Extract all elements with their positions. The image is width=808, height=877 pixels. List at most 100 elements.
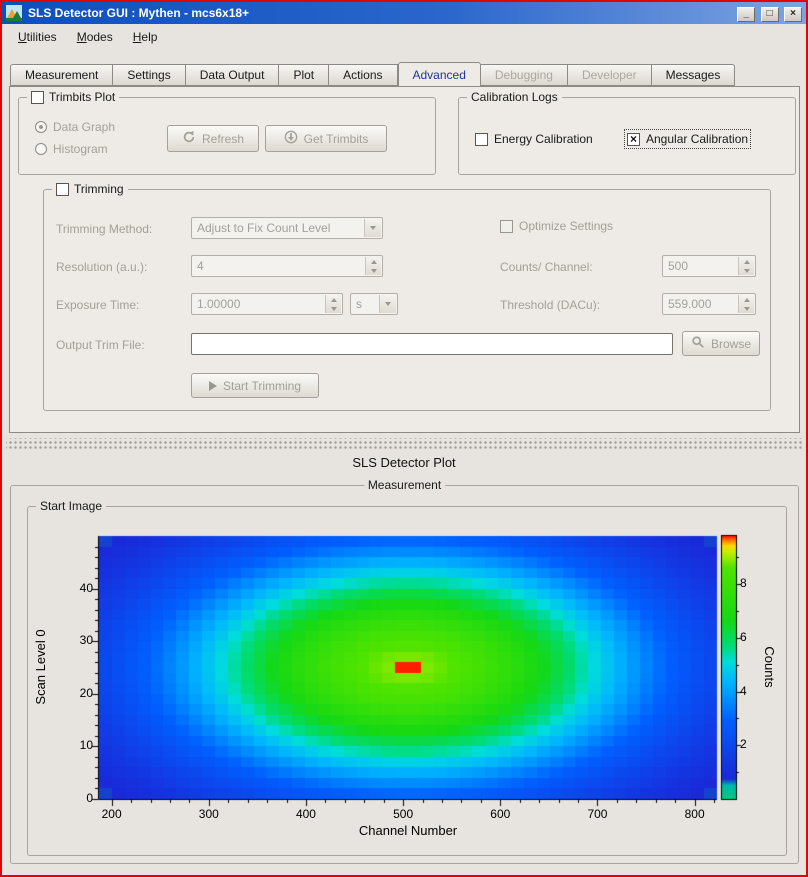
splitter-handle[interactable] [6, 438, 802, 450]
histogram-radio [35, 143, 47, 155]
x-tick-label: 800 [684, 807, 705, 821]
trimming-group: Trimming Trimming Method: Adjust to Fix … [43, 181, 771, 411]
tab-data-output[interactable]: Data Output [185, 64, 280, 86]
maximize-button[interactable]: □ [760, 6, 779, 22]
menu-utilities[interactable]: Utilities [18, 30, 57, 44]
trimbits-plot-title: Trimbits Plot [49, 90, 116, 104]
calibration-logs-title: Calibration Logs [471, 90, 558, 104]
optimize-settings-option: Optimize Settings [500, 219, 613, 233]
energy-calibration-option[interactable]: Energy Calibration [475, 132, 593, 146]
trimming-method-select: Adjust to Fix Count Level [191, 217, 383, 239]
trimbits-plot-checkbox[interactable] [31, 90, 44, 104]
tab-advanced[interactable]: Advanced [397, 62, 481, 87]
y-tick-label: 10 [79, 738, 93, 753]
x-tick-label: 700 [587, 807, 608, 821]
tab-measurement[interactable]: Measurement [10, 64, 114, 86]
y-tick-label: 20 [79, 685, 93, 700]
colorbar-tick-label: 4 [740, 683, 747, 698]
trimming-method-label: Trimming Method: [56, 222, 153, 236]
window-controls: _ □ × [735, 5, 802, 22]
start-image-title: Start Image [36, 498, 107, 514]
close-button[interactable]: × [784, 6, 802, 22]
tab-actions[interactable]: Actions [329, 64, 398, 86]
colorbar-tick-label: 2 [740, 737, 747, 752]
angular-calibration-checkbox[interactable]: × [627, 131, 640, 146]
x-tick-label: 400 [295, 807, 316, 821]
measurement-group-title: Measurement [363, 477, 446, 493]
titlebar: SLS Detector GUI : Mythen - mcs6x18+ _ □… [2, 2, 806, 24]
dropdown-arrow-icon [364, 219, 381, 237]
play-icon [208, 380, 217, 391]
heatmap-canvas[interactable] [68, 519, 768, 839]
tab-settings[interactable]: Settings [113, 64, 186, 86]
y-tick-label: 30 [79, 633, 93, 648]
browse-label: Browse [710, 336, 751, 351]
optimize-settings-label: Optimize Settings [519, 219, 614, 233]
spinner-arrows-icon [325, 295, 341, 313]
refresh-button: Refresh [167, 125, 259, 152]
exposure-time-spinbox: 1.00000 [191, 293, 343, 315]
resolution-value: 4 [197, 259, 204, 273]
energy-calibration-checkbox[interactable] [475, 132, 488, 146]
energy-calibration-label: Energy Calibration [494, 132, 593, 146]
menu-modes[interactable]: Modes [76, 30, 113, 44]
exposure-time-label: Exposure Time: [56, 298, 140, 312]
histogram-label: Histogram [53, 142, 108, 156]
calibration-logs-group: Calibration Logs Energy Calibration × An… [458, 89, 796, 175]
colorbar-tick-label: 8 [740, 576, 747, 591]
exposure-unit-value: s [356, 297, 362, 311]
counts-per-channel-label: Counts/ Channel: [500, 260, 593, 274]
output-trim-file-input[interactable] [191, 333, 673, 355]
magnifier-icon [691, 335, 705, 352]
start-trimming-button: Start Trimming [191, 373, 319, 398]
exposure-unit-select: s [350, 293, 398, 315]
tab-plot[interactable]: Plot [279, 64, 330, 86]
heatmap-plot[interactable]: 200 300 400 500 600 700 800 0 10 20 30 40 2 4 6 8 Chann… [28, 515, 786, 853]
output-trim-file-label: Output Trim File: [56, 338, 145, 352]
refresh-label: Refresh [201, 131, 245, 146]
trimming-method-value: Adjust to Fix Count Level [197, 221, 331, 235]
minimize-button[interactable]: _ [737, 6, 756, 22]
x-tick-label: 600 [490, 807, 511, 821]
checkbox-x-mark-icon: × [629, 131, 637, 146]
measurement-plot-group: Measurement Start Image 200 300 400 500 600 7… [10, 477, 799, 864]
tab-bar: Measurement Settings Data Output Plot Action… [10, 62, 736, 87]
x-axis-label: Channel Number [358, 823, 458, 838]
threshold-spinbox: 559.000 [662, 293, 756, 315]
plot-dock-title: SLS Detector Plot [352, 455, 456, 470]
y-tick-label: 40 [79, 580, 93, 595]
start-image-group: Start Image 200 300 400 500 600 700 800 0 10 20 30… [27, 498, 787, 856]
counts-per-channel-spinbox: 500 [662, 255, 756, 277]
spinner-arrows-icon [365, 257, 381, 275]
angular-calibration-label: Angular Calibration [646, 132, 749, 146]
get-trimbits-button: Get Trimbits [265, 125, 387, 152]
download-circle-icon [284, 130, 298, 147]
spinner-arrows-icon [738, 257, 754, 275]
trimbits-plot-group: Trimbits Plot Data Graph Histogram Refre… [18, 89, 436, 175]
get-trimbits-label: Get Trimbits [303, 131, 369, 146]
counts-per-channel-value: 500 [668, 259, 689, 273]
trimming-title: Trimming [74, 182, 124, 196]
histogram-option: Histogram [35, 142, 108, 156]
y-axis-label: Scan Level 0 [33, 629, 48, 705]
optimize-settings-checkbox [500, 219, 513, 233]
x-tick-label: 200 [101, 807, 122, 821]
trimming-checkbox[interactable] [56, 182, 69, 196]
y-tick-label: 0 [86, 791, 93, 805]
menu-help[interactable]: Help [132, 30, 158, 44]
data-graph-label: Data Graph [53, 120, 116, 134]
tab-developer: Developer [567, 64, 652, 86]
refresh-icon [182, 130, 196, 147]
x-tick-label: 500 [393, 807, 414, 821]
dropdown-arrow-icon [379, 295, 396, 313]
advanced-tab-panel: Trimbits Plot Data Graph Histogram Refre… [9, 86, 800, 433]
window-title: SLS Detector GUI : Mythen - mcs6x18+ [28, 6, 250, 20]
start-trimming-label: Start Trimming [222, 378, 301, 393]
app-icon [6, 5, 22, 21]
angular-calibration-option[interactable]: × Angular Calibration [623, 129, 752, 149]
spinner-arrows-icon [738, 295, 754, 313]
exposure-time-value: 1.00000 [197, 297, 241, 311]
x-tick-label: 300 [198, 807, 219, 821]
tab-messages[interactable]: Messages [651, 64, 736, 86]
